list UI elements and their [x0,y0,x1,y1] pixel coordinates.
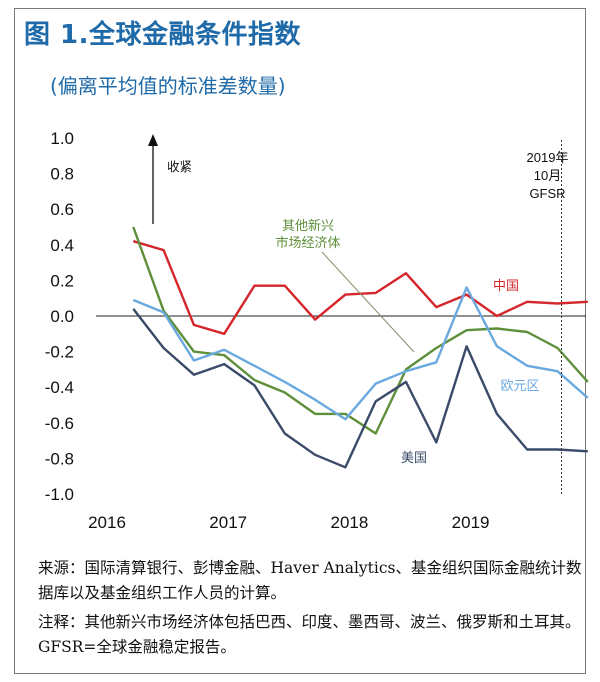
tightening-label: 收紧 [167,159,192,174]
other-em-label-line2: 市场经济体 [275,235,340,251]
y-axis: 1.0 0.8 0.6 0.4 0.2 0.0 -0.2 -0.4 -0.6 -0.8 -1.0 [45,129,74,504]
china-line [132,240,588,335]
y-tick-label: -0.2 [45,343,74,362]
euro-area-label: 欧元区 [500,379,539,394]
figure-frame [14,8,586,674]
x-tick-label: 2016 [88,513,126,532]
figure-title: 图 1.全球金融条件指数 [24,20,302,50]
line-chart: 1.0 0.8 0.6 0.4 0.2 0.0 -0.2 -0.4 -0.6 -0.8 -1.0 2… [45,129,589,532]
us-line [132,308,588,469]
y-tick-label: 0.8 [50,165,74,184]
y-tick-label: 0.6 [50,200,74,219]
us-label: 美国 [401,451,427,466]
figure-notes: 来源：国际清算银行、彭博金融、Haver Analytics、基金组织国际金融统… [38,556,583,664]
x-axis: 2016 2017 2018 2019 [88,315,586,532]
y-tick-label: -0.4 [45,378,74,397]
y-tick-label: -1.0 [45,485,74,504]
other-em-label: 其他新兴 [282,218,334,234]
gfsr-label: GFSR [529,186,565,201]
other-em-line [132,226,589,435]
y-tick-label: -0.6 [45,414,74,433]
source-note: 来源：国际清算银行、彭博金融、Haver Analytics、基金组织国际金融统… [38,559,582,602]
gfsr-label: 10月 [534,168,561,183]
y-tick-label: 0.4 [50,236,74,255]
other-em-leader-line [321,251,415,353]
tightening-arrow-icon [148,134,158,146]
y-tick-label: -0.8 [45,449,74,468]
euro-area-line [132,286,589,421]
figure-subtitle: (偏离平均值的标准差数量) [50,74,286,98]
series-lines [132,226,589,469]
y-tick-label: 0.2 [50,271,74,290]
y-tick-label: 0.0 [50,307,74,326]
gfsr-label: 2019年 [527,150,569,165]
x-tick-label: 2018 [330,513,368,532]
china-label: 中国 [493,279,519,294]
x-tick-label: 2019 [452,513,490,532]
explanatory-note: 注释：其他新兴市场经济体包括巴西、印度、墨西哥、波兰、俄罗斯和土耳其。GFSR=… [38,613,581,656]
y-tick-label: 1.0 [50,129,74,148]
x-tick-label: 2017 [209,513,247,532]
